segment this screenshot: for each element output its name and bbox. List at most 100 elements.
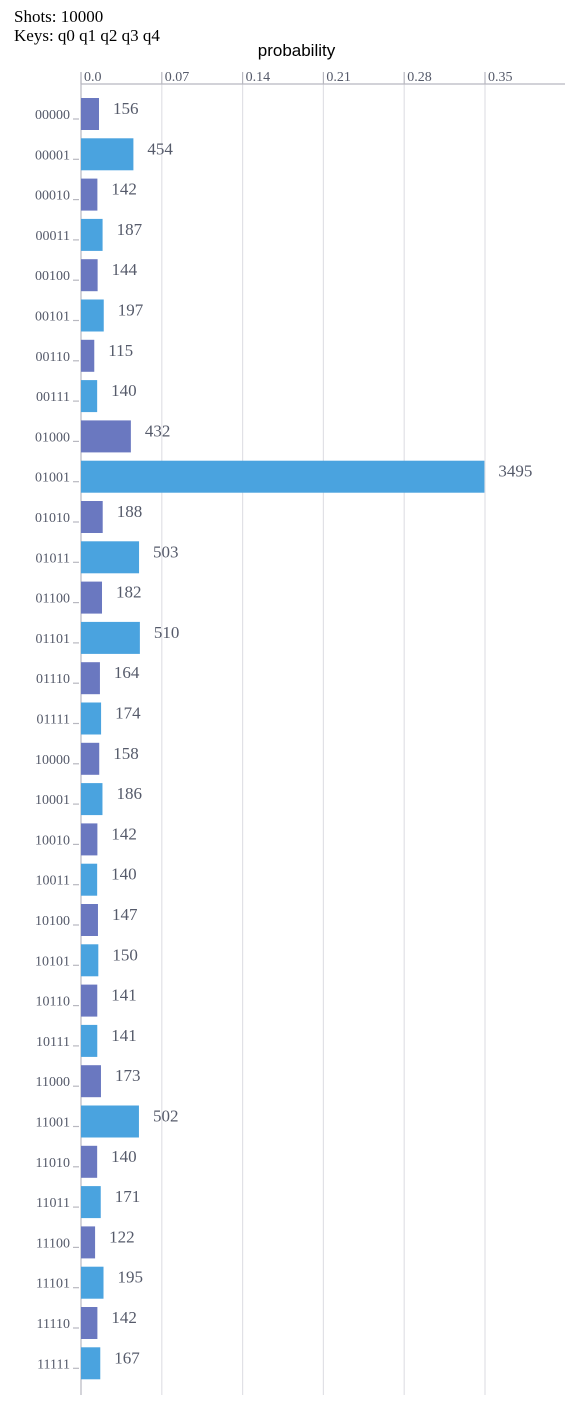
bar-00110 [81,339,95,372]
bar-01011 [81,541,140,574]
category-label: 11011 [36,1196,70,1211]
category-label: 01011 [36,551,70,566]
value-label: 174 [115,704,141,723]
bar-00101 [81,299,104,332]
bar-11100 [81,1226,96,1259]
category-label: 00110 [36,350,70,365]
value-label: 164 [114,663,140,682]
x-tick-label: 0.14 [246,70,271,85]
value-label: 173 [115,1066,141,1085]
bars [81,98,485,1380]
labels: 00000 156 00001 454 00010 142 00011 187 00100 144… [35,99,532,1372]
category-label: 11101 [36,1277,70,1292]
category-label: 00001 [35,148,70,163]
x-tick-label: 0.28 [407,70,432,85]
category-label: 01001 [35,471,70,486]
category-label: 00100 [35,269,70,284]
category-label: 11001 [36,1116,70,1131]
value-label: 182 [116,583,141,602]
value-label: 140 [111,1147,137,1166]
category-label: 10000 [35,753,70,768]
bar-11101 [81,1266,104,1299]
value-label: 142 [111,180,137,199]
value-label: 167 [114,1348,140,1367]
value-label: 144 [112,260,138,279]
category-label: 11110 [37,1317,70,1332]
bar-11010 [81,1145,98,1178]
value-label: 122 [109,1227,134,1246]
x-tick-label: 0.35 [488,70,513,85]
chart-header: Shots: 10000 Keys: q0 q1 q2 q3 q4 [14,7,160,45]
value-label: 510 [154,623,180,642]
bar-11111 [81,1347,101,1380]
category-label: 11111 [37,1357,70,1372]
x-axis-title: probability [258,41,336,60]
value-label: 197 [118,301,144,320]
category-label: 10001 [35,793,70,808]
bar-01001 [81,460,485,493]
value-label: 142 [111,824,137,843]
category-label: 10101 [35,954,70,969]
category-label: 00011 [36,229,70,244]
x-tick-label: 0.0 [84,70,102,85]
value-label: 141 [111,1026,136,1045]
category-label: 01110 [36,672,70,687]
category-label: 10110 [36,995,70,1010]
bar-01111 [81,702,102,735]
bar-00000 [81,98,100,130]
bar-10011 [81,863,98,896]
category-label: 00010 [35,189,70,204]
bar-11110 [81,1307,98,1339]
bar-10001 [81,783,103,816]
bar-00010 [81,178,98,211]
value-label: 454 [147,139,173,158]
bar-10010 [81,823,98,856]
bar-10101 [81,944,99,977]
bar-10000 [81,742,100,775]
bar-10100 [81,904,98,936]
value-label: 3495 [498,462,532,481]
category-label: 01010 [35,511,70,526]
category-label: 10111 [36,1035,70,1050]
shots-label: Shots: 10000 [14,7,104,26]
value-label: 156 [113,99,139,118]
bar-00100 [81,259,98,292]
category-label: 11010 [36,1156,70,1171]
category-label: 01100 [36,592,70,607]
category-label: 00101 [35,310,70,325]
bar-10110 [81,984,98,1017]
bar-01110 [81,662,100,695]
keys-label: Keys: q0 q1 q2 q3 q4 [14,26,160,45]
category-label: 00000 [35,108,70,123]
value-label: 141 [111,986,136,1005]
bar-00001 [81,138,134,171]
bar-10111 [81,1024,98,1057]
value-label: 186 [116,784,142,803]
bar-01101 [81,621,140,654]
category-label: 10010 [35,833,70,848]
axes: probability 0.0 0.07 0.14 0.21 0.28 0.35 [73,41,565,1395]
category-label: 10100 [35,914,70,929]
value-label: 140 [111,865,137,884]
category-label: 01000 [35,430,70,445]
bar-01000 [81,420,131,453]
grid-lines [161,84,486,1395]
value-label: 503 [153,542,179,561]
category-label: 01111 [37,713,70,728]
x-tick-label: 0.07 [165,70,190,85]
bar-11001 [81,1105,139,1138]
x-tick-label: 0.21 [326,70,351,85]
value-label: 188 [117,502,142,521]
category-label: 01101 [36,632,70,647]
value-label: 150 [112,945,138,964]
value-label: 140 [111,381,137,400]
category-label: 00111 [36,390,70,405]
bar-00011 [81,218,103,251]
value-label: 115 [108,341,133,360]
value-label: 147 [112,905,138,924]
value-label: 432 [145,421,171,440]
value-label: 502 [153,1107,179,1126]
bar-11011 [81,1186,101,1219]
value-label: 171 [115,1187,140,1206]
